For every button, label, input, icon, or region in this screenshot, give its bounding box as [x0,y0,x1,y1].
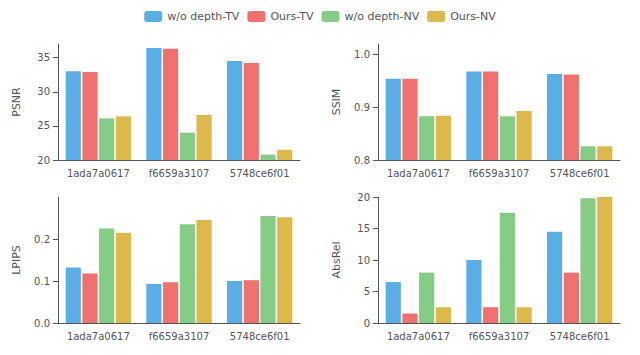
svg-text:10: 10 [357,255,370,266]
svg-text:1ada7a0617: 1ada7a0617 [387,168,450,179]
svg-text:1ada7a0617: 1ada7a0617 [67,168,130,179]
svg-text:1ada7a0617: 1ada7a0617 [67,331,130,342]
svg-text:Ours-NV: Ours-NV [450,10,496,23]
svg-text:f6659a3107: f6659a3107 [149,331,210,342]
svg-text:0.9: 0.9 [354,102,370,113]
svg-text:w/o depth-TV: w/o depth-TV [167,10,240,23]
svg-text:0.1: 0.1 [34,276,50,287]
svg-text:20: 20 [357,192,370,203]
svg-text:w/o depth-NV: w/o depth-NV [344,10,419,23]
svg-text:30: 30 [37,86,50,97]
svg-text:f6659a3107: f6659a3107 [469,168,530,179]
svg-text:f6659a3107: f6659a3107 [149,168,210,179]
svg-text:PSNR: PSNR [10,87,23,117]
svg-text:0.0: 0.0 [34,318,50,329]
svg-text:5: 5 [364,286,370,297]
svg-text:5748ce6f01: 5748ce6f01 [230,331,290,342]
svg-text:0.8: 0.8 [354,155,370,166]
svg-text:AbsRel: AbsRel [330,241,343,278]
svg-text:0.2: 0.2 [34,234,50,245]
svg-text:LPIPS: LPIPS [10,245,23,275]
svg-text:0: 0 [364,318,370,329]
svg-text:1ada7a0617: 1ada7a0617 [387,331,450,342]
svg-text:SSIM: SSIM [330,89,343,116]
svg-text:5748ce6f01: 5748ce6f01 [550,168,610,179]
svg-text:25: 25 [37,120,50,131]
svg-text:1.0: 1.0 [354,49,370,60]
svg-text:f6659a3107: f6659a3107 [469,331,530,342]
svg-text:35: 35 [37,52,50,63]
svg-text:15: 15 [357,223,370,234]
svg-text:5748ce6f01: 5748ce6f01 [230,168,290,179]
svg-text:20: 20 [37,155,50,166]
svg-text:5748ce6f01: 5748ce6f01 [550,331,610,342]
svg-text:Ours-TV: Ours-TV [270,10,314,23]
